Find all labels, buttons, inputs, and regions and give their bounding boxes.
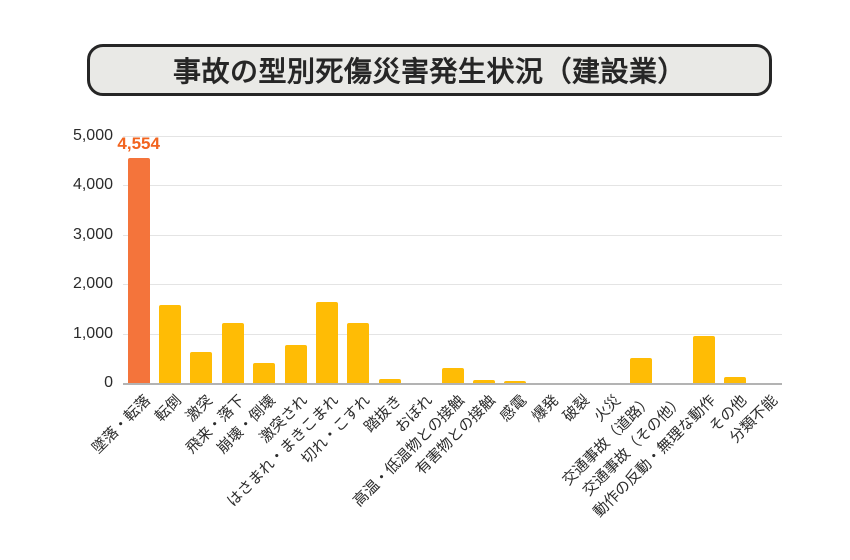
y-axis-tick-label: 0 (104, 374, 113, 391)
x-axis-category-label: 破裂 (559, 392, 594, 426)
bar-飛来・落下 (221, 323, 244, 383)
bar-崩壊・倒壊 (253, 363, 276, 383)
gridline (123, 185, 782, 187)
x-axis-category-label: 感電 (497, 392, 531, 426)
bar-value-label: 4,554 (117, 134, 160, 154)
bar-激突 (190, 352, 213, 383)
bar-その他 (723, 377, 746, 383)
bar-有害物との接触 (472, 379, 495, 383)
x-axis-category-label: 爆発 (528, 392, 562, 426)
bar-はさまれ・まきこまれ (315, 301, 338, 383)
plot-area: 4,554 (117, 134, 782, 385)
bar-高温・低温物との接触 (441, 368, 464, 383)
bar-墜落・転落 (127, 158, 150, 383)
bar-感電 (504, 381, 527, 383)
x-axis-category-label: 転倒 (151, 392, 186, 426)
x-axis-category-label: 墜落・転落 (88, 392, 154, 458)
bar-転倒 (159, 305, 182, 383)
y-axis-tick-label: 5,000 (72, 127, 113, 144)
gridline (123, 284, 782, 286)
y-axis-tick-label: 2,000 (72, 275, 113, 293)
gridline (123, 333, 782, 335)
bar-交通事故（道路） (629, 358, 652, 383)
bar-切れ・こすれ (347, 323, 370, 383)
gridline (123, 136, 782, 137)
bar-動作の反動・無理な動作 (692, 335, 715, 383)
chart-title: 事故の型別死傷災害発生状況（建設業） (172, 56, 686, 87)
bar-踏抜き (378, 378, 401, 383)
x-axis-baseline (123, 383, 782, 385)
y-axis-tick-label: 1,000 (72, 324, 113, 342)
chart-title-box: 事故の型別死傷災害発生状況（建設業） (87, 44, 772, 96)
bar-激突され (284, 344, 307, 383)
gridline (123, 234, 782, 236)
y-axis-tick-label: 4,000 (72, 176, 113, 194)
y-axis-tick-label: 3,000 (72, 225, 113, 243)
